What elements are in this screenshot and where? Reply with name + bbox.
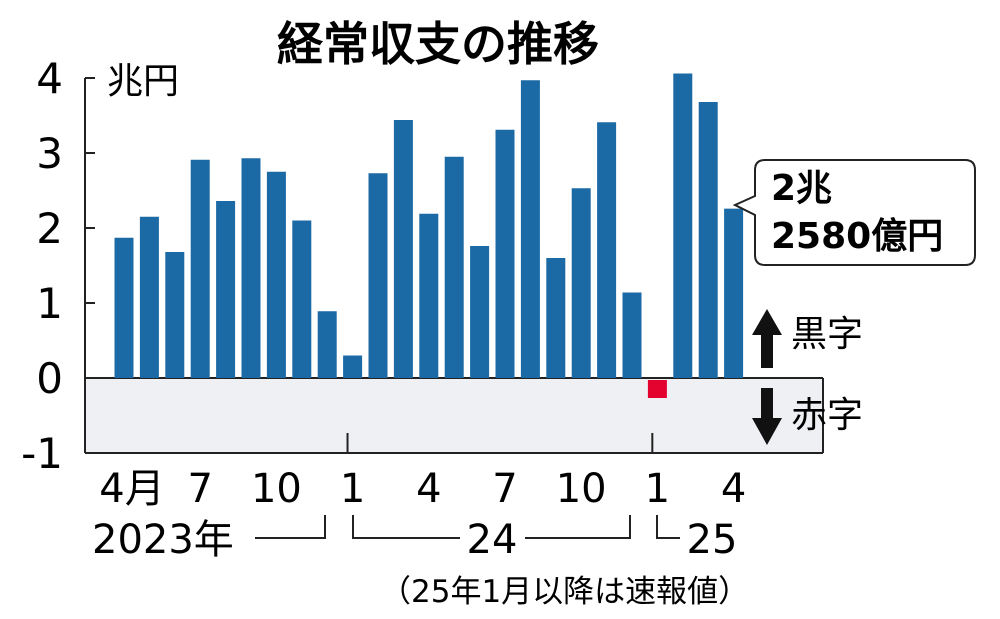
- deficit-band: [85, 378, 823, 453]
- bar: [216, 201, 236, 378]
- year-bracket-2024-right: [525, 515, 631, 539]
- bar: [266, 171, 286, 378]
- x-tick-label: 1: [340, 466, 365, 512]
- chart-title: 経常収支の推移: [277, 17, 599, 71]
- y-unit-label: 兆円: [107, 61, 179, 102]
- bar: [317, 311, 337, 378]
- y-tick-label: 1: [36, 279, 63, 328]
- callout-line-2: 2580億円: [771, 216, 943, 257]
- footnote: （25年1月以降は速報値）: [380, 574, 749, 610]
- year-bracket-2024-left: [352, 515, 460, 539]
- deficit-arrow-head: [752, 418, 782, 445]
- year-label-2023: 2023年: [92, 517, 234, 563]
- bar: [698, 102, 718, 378]
- bar: [495, 129, 515, 378]
- y-tick-label: 2: [36, 204, 63, 253]
- bar: [241, 158, 261, 378]
- bar: [114, 237, 134, 378]
- x-tick-label: 7: [187, 466, 212, 512]
- bar: [597, 122, 617, 378]
- x-tick-label: 4月: [99, 466, 164, 512]
- bar: [444, 156, 464, 378]
- surplus-label: 黒字: [791, 314, 863, 355]
- bar: [292, 220, 312, 378]
- callout-line-1: 2兆: [771, 168, 832, 209]
- bar: [571, 188, 591, 378]
- bar: [190, 159, 210, 378]
- bar: [393, 120, 413, 378]
- bar: [470, 246, 490, 378]
- year-label-2025: 25: [687, 517, 738, 563]
- y-tick-label: 0: [36, 354, 63, 403]
- surplus-arrow-shaft: [761, 334, 773, 368]
- x-tick-label: 10: [556, 466, 607, 512]
- bar: [673, 73, 693, 378]
- surplus-arrow-head: [752, 309, 782, 335]
- bar: [546, 258, 566, 378]
- deficit-arrow-shaft: [761, 388, 773, 420]
- x-tick-label: 7: [492, 466, 517, 512]
- bar: [139, 216, 159, 378]
- bar: [520, 80, 540, 378]
- bar: [724, 208, 744, 378]
- y-tick-label: 4: [36, 54, 63, 103]
- y-tick-label: 3: [36, 129, 63, 178]
- x-tick-label: 10: [251, 466, 302, 512]
- y-tick-label: -1: [21, 429, 63, 478]
- bar: [368, 173, 388, 378]
- deficit-label: 赤字: [791, 395, 863, 436]
- x-tick-label: 1: [645, 466, 670, 512]
- year-bracket-2023: [255, 515, 326, 539]
- bar-negative: [647, 380, 667, 398]
- year-bracket-2025: [656, 515, 680, 539]
- year-label-2024: 24: [467, 517, 518, 563]
- bar: [343, 355, 363, 378]
- bar: [165, 252, 185, 378]
- x-tick-label: 4: [416, 466, 441, 512]
- bar: [419, 213, 439, 378]
- bar: [622, 292, 642, 378]
- callout-box: [732, 159, 976, 266]
- x-tick-label: 4: [721, 466, 746, 512]
